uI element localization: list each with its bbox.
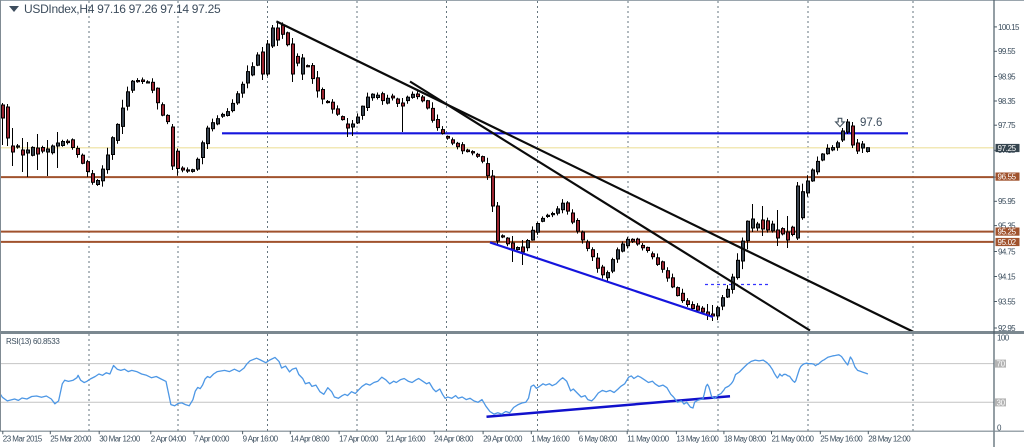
svg-text:14 Apr 08:00: 14 Apr 08:00 (290, 435, 330, 444)
svg-text:95.35: 95.35 (998, 222, 1016, 231)
svg-text:0: 0 (997, 424, 1002, 433)
svg-text:98.95: 98.95 (998, 72, 1016, 81)
svg-text:92.95: 92.95 (998, 324, 1016, 333)
svg-text:18 May 08:00: 18 May 08:00 (724, 435, 767, 444)
svg-text:11 May 00:00: 11 May 00:00 (627, 435, 669, 444)
svg-text:70: 70 (997, 360, 1006, 369)
svg-text:25 Mar 20:00: 25 Mar 20:00 (50, 435, 92, 444)
svg-text:25 May 16:00: 25 May 16:00 (820, 435, 863, 444)
svg-text:6 May 08:00: 6 May 08:00 (579, 435, 618, 444)
svg-text:100: 100 (997, 333, 1010, 342)
svg-text:24 Apr 08:00: 24 Apr 08:00 (434, 435, 474, 444)
svg-text:93.55: 93.55 (998, 297, 1016, 306)
svg-text:98.35: 98.35 (998, 97, 1016, 106)
svg-text:30: 30 (997, 398, 1006, 407)
svg-text:13 May 16:00: 13 May 16:00 (676, 435, 719, 444)
svg-text:RSI(13) 60.8533: RSI(13) 60.8533 (6, 337, 60, 346)
svg-text:97.75: 97.75 (998, 121, 1016, 130)
svg-text:9 Apr 16:00: 9 Apr 16:00 (243, 435, 279, 444)
svg-text:1 May 16:00: 1 May 16:00 (531, 435, 570, 444)
svg-text:97.6: 97.6 (860, 117, 882, 129)
svg-text:2 Apr 04:00: 2 Apr 04:00 (151, 435, 187, 444)
svg-text:96.55: 96.55 (998, 173, 1017, 182)
svg-text:28 May 12:00: 28 May 12:00 (868, 435, 911, 444)
svg-text:94.15: 94.15 (998, 272, 1016, 281)
svg-text:21 May 00:00: 21 May 00:00 (772, 435, 815, 444)
svg-text:21 Apr 16:00: 21 Apr 16:00 (386, 435, 426, 444)
svg-text:100.15: 100.15 (998, 23, 1020, 32)
svg-text:95.02: 95.02 (998, 238, 1017, 247)
svg-text:17 Apr 00:00: 17 Apr 00:00 (339, 435, 379, 444)
svg-text:USDIndex,H4 97.16 97.26 97.14: USDIndex,H4 97.16 97.26 97.14 97.25 (24, 2, 221, 16)
svg-text:97.25: 97.25 (998, 144, 1017, 153)
svg-text:30 Mar 12:00: 30 Mar 12:00 (99, 435, 141, 444)
svg-text:99.55: 99.55 (998, 47, 1016, 56)
svg-text:23 Mar 2015: 23 Mar 2015 (3, 435, 43, 444)
svg-text:7 Apr 00:00: 7 Apr 00:00 (194, 435, 230, 444)
svg-text:95.25: 95.25 (998, 228, 1017, 237)
svg-text:94.75: 94.75 (998, 247, 1016, 256)
svg-text:29 Apr 00:00: 29 Apr 00:00 (483, 435, 523, 444)
svg-text:95.95: 95.95 (998, 197, 1016, 206)
